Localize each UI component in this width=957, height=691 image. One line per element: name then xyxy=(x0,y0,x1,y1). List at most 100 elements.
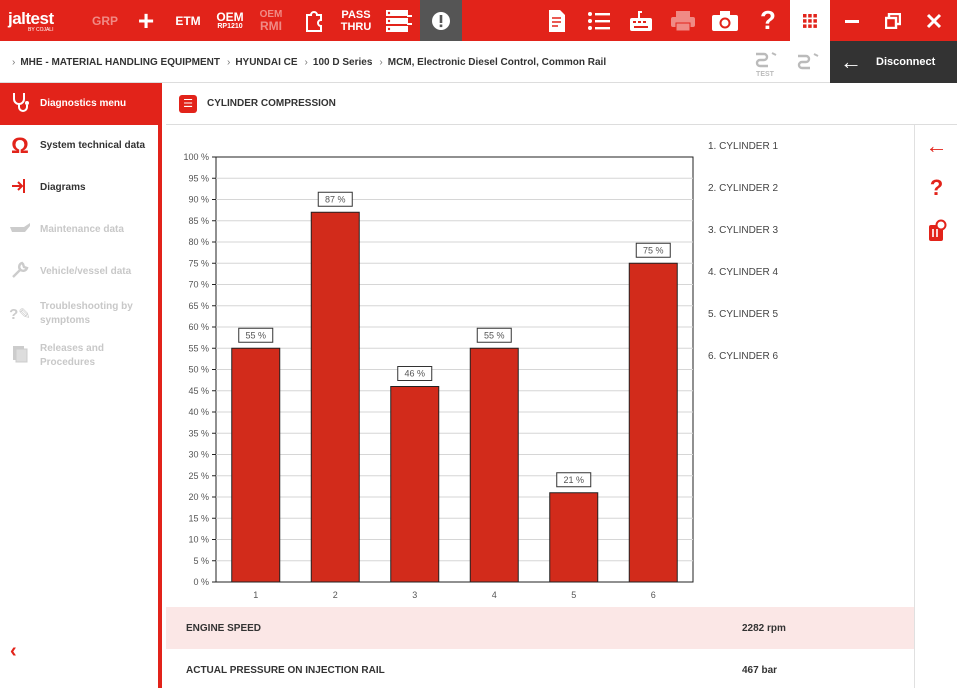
chevron-left-icon[interactable]: ‹ xyxy=(10,640,17,662)
gear-test-icon[interactable] xyxy=(915,219,957,249)
sidebar-item-maintenance-data: Maintenance data xyxy=(0,209,158,251)
alert-icon[interactable] xyxy=(420,0,462,41)
help-icon[interactable]: ? xyxy=(760,5,776,35)
bar-chart: 0 % 5 % 10 % 15 % 20 % 25 % 30 % 35 % 40 % 45 % 50… xyxy=(183,152,694,600)
arrow-left-icon: ← xyxy=(840,49,862,74)
oem-rp1210-bottom-label: RP1210 xyxy=(217,22,243,30)
sidebar-item-label: Releases and Procedures xyxy=(40,343,104,368)
test-label: TEST xyxy=(756,71,774,78)
data-label: 55 % xyxy=(484,330,505,340)
legend-entry: 3. CYLINDER 3 xyxy=(708,225,779,236)
breadcrumb-item-2[interactable]: HYUNDAI CE xyxy=(235,56,298,68)
bar xyxy=(310,211,360,583)
top-toolbar: jaltest BY COJALI GRP + ETM OEM RP1210 O… xyxy=(0,0,957,41)
passthru-top-label: PASS xyxy=(341,8,371,21)
y-tick-label: 100 % xyxy=(183,152,209,162)
restore-icon[interactable] xyxy=(874,0,912,41)
y-tick-label: 50 % xyxy=(188,365,209,375)
keyboard-icon[interactable] xyxy=(624,0,658,41)
x-tick-label: 6 xyxy=(651,590,656,600)
wrench-icon xyxy=(0,261,40,284)
data-label-box xyxy=(556,472,592,488)
logo-subtext: BY COJALI xyxy=(28,26,54,33)
oem-rp1210-top-label: OEM xyxy=(216,9,244,24)
bar xyxy=(549,492,599,583)
bar xyxy=(231,347,281,583)
omega-icon: Ω xyxy=(11,133,29,158)
y-tick-label: 95 % xyxy=(188,173,209,183)
list-icon[interactable] xyxy=(582,0,616,41)
breadcrumb-bar: › MHE - MATERIAL HANDLING EQUIPMENT › HY… xyxy=(0,41,957,83)
list-doc-icon: ☰ xyxy=(179,94,197,113)
help-icon[interactable]: ? xyxy=(929,175,944,200)
puzzle-icon[interactable] xyxy=(298,0,330,41)
y-tick-label: 65 % xyxy=(188,301,209,311)
server-icon[interactable] xyxy=(380,0,418,41)
y-tick-label: 35 % xyxy=(188,428,209,438)
legend-entry: 2. CYLINDER 2 xyxy=(708,183,779,194)
printer-icon[interactable] xyxy=(666,0,700,41)
y-tick-label: 55 % xyxy=(188,343,209,353)
jaltest-logo: jaltest BY COJALI xyxy=(8,0,76,41)
disconnect-button[interactable]: ← Disconnect xyxy=(830,41,957,83)
sidebar-item-system-technical-data[interactable]: Ω System technical data xyxy=(0,125,158,167)
passthru-bottom-label: THRU xyxy=(340,20,372,33)
y-tick-label: 85 % xyxy=(188,216,209,226)
chevron-right-icon: › xyxy=(226,56,231,68)
parameter-row-rail-pressure: ACTUAL PRESSURE ON INJECTION RAIL 467 ba… xyxy=(166,649,914,691)
parameter-row-engine-speed: ENGINE SPEED 2282 rpm xyxy=(166,607,914,649)
y-tick-label: 70 % xyxy=(188,280,209,290)
camera-icon[interactable] xyxy=(706,0,744,41)
y-tick-label: 20 % xyxy=(188,492,209,502)
x-tick-label: 5 xyxy=(571,590,576,600)
y-tick-label: 60 % xyxy=(188,322,209,332)
data-label-box xyxy=(635,242,671,258)
bar xyxy=(469,347,519,583)
disconnect-label: Disconnect xyxy=(876,56,936,68)
y-tick-label: 5 % xyxy=(193,556,209,566)
oil-can-icon xyxy=(0,220,40,240)
bar xyxy=(390,386,440,583)
page-title: CYLINDER COMPRESSION xyxy=(207,98,336,109)
oem-rmi-button[interactable]: OEM RMI xyxy=(254,0,288,41)
legend-entry: 5. CYLINDER 5 xyxy=(708,309,779,320)
oem-rmi-bottom-label: RMI xyxy=(260,19,282,33)
parameter-value: 2282 rpm xyxy=(742,622,786,634)
breadcrumb-item-1[interactable]: MHE - MATERIAL HANDLING EQUIPMENT xyxy=(20,56,220,68)
sidebar: Diagnostics menu Ω System technical data… xyxy=(0,83,162,688)
y-tick-label: 40 % xyxy=(188,407,209,417)
x-tick-label: 3 xyxy=(412,590,417,600)
x-tick-label: 1 xyxy=(253,590,258,600)
apps-grid-icon[interactable] xyxy=(790,0,830,41)
data-label: 46 % xyxy=(404,369,425,379)
passthru-button[interactable]: PASS THRU xyxy=(336,0,376,41)
y-tick-label: 10 % xyxy=(188,535,209,545)
breadcrumb-item-4[interactable]: MCM, Electronic Diesel Control, Common R… xyxy=(387,56,607,68)
sidebar-item-diagnostics-menu[interactable]: Diagnostics menu xyxy=(0,83,158,125)
document-icon[interactable] xyxy=(540,0,574,41)
test-signal-icon[interactable]: TEST xyxy=(752,50,778,78)
breadcrumb-item-3[interactable]: 100 D Series xyxy=(312,56,373,68)
plus-icon[interactable]: + xyxy=(137,4,155,36)
data-label-box xyxy=(397,366,433,381)
bar xyxy=(628,262,678,583)
etm-button[interactable]: ETM xyxy=(175,13,201,28)
breadcrumb: › MHE - MATERIAL HANDLING EQUIPMENT › HY… xyxy=(12,41,606,83)
stethoscope-icon xyxy=(0,92,40,117)
y-tick-label: 90 % xyxy=(188,195,209,205)
procedures-icon xyxy=(0,345,40,368)
signal-icon[interactable] xyxy=(794,50,820,76)
y-tick-label: 30 % xyxy=(188,450,209,460)
data-label: 21 % xyxy=(563,475,584,485)
minimize-icon[interactable] xyxy=(834,0,870,41)
grp-button[interactable]: GRP xyxy=(91,13,118,28)
sidebar-item-diagrams[interactable]: Diagrams xyxy=(0,167,158,209)
close-icon[interactable] xyxy=(914,0,954,41)
parameter-name: ACTUAL PRESSURE ON INJECTION RAIL xyxy=(186,664,385,676)
sidebar-item-label: Diagrams xyxy=(40,182,86,193)
sidebar-item-label: System technical data xyxy=(40,140,146,151)
oem-rp1210-button[interactable]: OEM RP1210 xyxy=(212,0,248,41)
back-arrow-icon[interactable]: ← xyxy=(925,133,948,158)
x-tick-label: 4 xyxy=(492,590,497,600)
diagram-icon xyxy=(0,177,40,200)
